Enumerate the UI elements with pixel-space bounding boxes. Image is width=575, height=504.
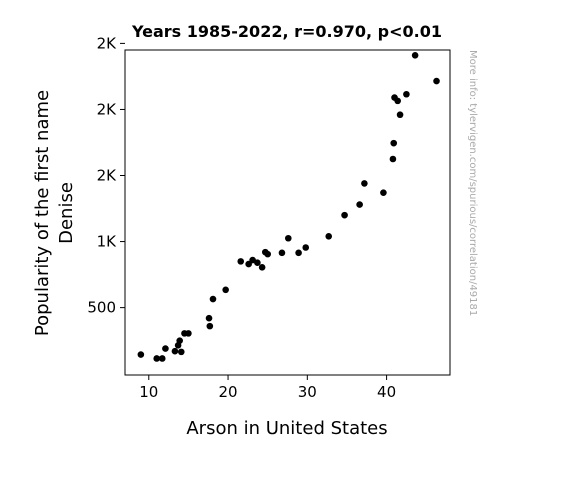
data-point <box>302 244 310 251</box>
x-axis: 10 20 30 40 <box>139 375 396 401</box>
source-note: More info: tylervigen.com/spurious/corre… <box>467 50 478 316</box>
data-point <box>295 249 302 257</box>
data-point <box>158 355 166 362</box>
data-point <box>205 314 213 322</box>
x-tick-label: 30 <box>298 383 317 401</box>
y-axis-label: Popularity of the first name Denise <box>32 90 77 336</box>
data-point <box>394 97 401 105</box>
data-point <box>209 295 217 303</box>
data-point <box>341 211 348 219</box>
data-point <box>278 249 286 257</box>
data-point <box>254 259 261 267</box>
x-tick-label: 20 <box>219 383 238 401</box>
data-point <box>137 351 145 358</box>
data-point <box>433 77 440 85</box>
data-point <box>177 348 185 356</box>
y-tick-label: 2K <box>97 167 118 185</box>
data-point <box>361 180 368 187</box>
data-point <box>396 111 404 119</box>
y-tick-label: 1K <box>97 233 118 251</box>
y-axis-label-line-2: Denise <box>56 182 77 244</box>
data-point <box>411 51 419 59</box>
x-tick-label: 10 <box>139 383 158 401</box>
y-tick-label: 500 <box>87 299 116 317</box>
data-point <box>284 234 292 242</box>
plot-area <box>124 49 451 376</box>
data-point <box>237 258 245 265</box>
x-axis-label: Arson in United States <box>186 418 387 439</box>
x-tick-label: 40 <box>377 383 396 401</box>
y-tick-label: 2K <box>97 34 118 52</box>
data-point <box>264 250 271 258</box>
data-point <box>389 155 397 163</box>
data-point <box>380 189 387 196</box>
data-point <box>325 232 333 240</box>
data-point <box>162 345 169 352</box>
y-axis: 500 1K 2K 2K 2K <box>87 34 125 317</box>
data-point <box>153 355 161 362</box>
data-point <box>222 286 229 294</box>
data-point <box>403 90 410 98</box>
data-point <box>390 139 398 147</box>
data-point <box>185 330 192 337</box>
y-tick-label: 2K <box>97 100 118 118</box>
data-point <box>258 264 266 271</box>
data-points <box>137 51 440 362</box>
source-note-text: More info: tylervigen.com/spurious/corre… <box>467 50 478 316</box>
data-point <box>176 337 183 344</box>
data-point <box>356 201 363 208</box>
y-axis-label-line-1: Popularity of the first name <box>32 90 53 336</box>
chart-title: Years 1985-2022, r=0.970, p<0.01 <box>131 22 442 41</box>
data-point <box>206 322 214 330</box>
data-point <box>171 347 179 355</box>
